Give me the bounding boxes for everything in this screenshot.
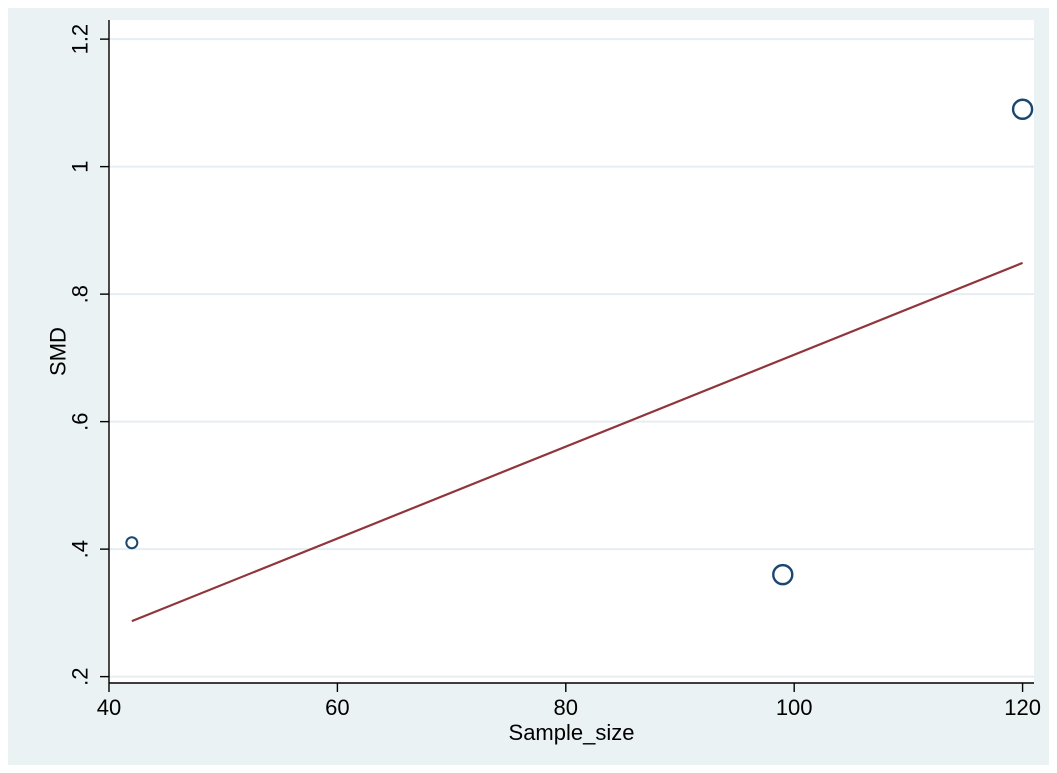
x-axis-title: Sample_size (509, 720, 635, 745)
x-tick-label-3: 100 (776, 695, 813, 720)
y-tick-label-2: .6 (68, 412, 93, 430)
y-tick-label-3: .8 (68, 285, 93, 303)
fitted-line (131, 261, 1023, 623)
plot-area (109, 20, 1034, 683)
fit-line-group (131, 261, 1023, 623)
y-tick-label-0: .2 (68, 667, 93, 685)
x-tick-label-2: 80 (554, 695, 578, 720)
axes: 40 60 80 100 120 .2 .4 .6 .8 1 1.2 (68, 20, 1041, 720)
data-point-1 (772, 563, 794, 586)
x-tick-label-0: 40 (97, 695, 121, 720)
data-point-2 (1011, 98, 1034, 120)
y-axis-title: SMD (46, 327, 71, 376)
x-tick-label-4: 120 (1004, 695, 1041, 720)
y-tick-label-5: 1.2 (68, 24, 93, 55)
y-tick-label-4: 1 (68, 161, 93, 173)
x-tick-label-1: 60 (325, 695, 349, 720)
data-point-0 (125, 536, 139, 550)
y-tick-label-1: .4 (68, 540, 93, 558)
points-group (125, 98, 1034, 586)
gridlines (109, 38, 1034, 678)
